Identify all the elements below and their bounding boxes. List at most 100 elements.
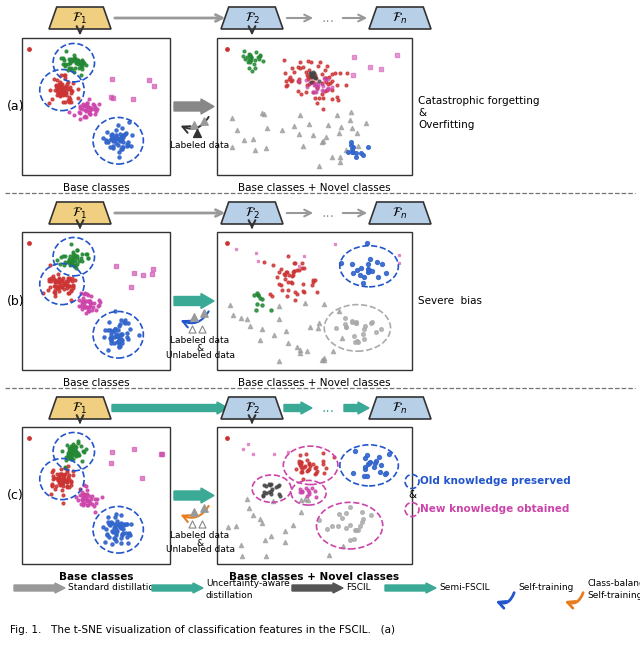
Point [319, 298, 330, 309]
Point [62, 279, 72, 290]
Point [69, 53, 79, 63]
Point [381, 268, 391, 278]
Point [55, 279, 65, 290]
Point [90, 298, 100, 308]
Point [50, 85, 60, 96]
Point [109, 523, 119, 533]
Point [334, 509, 344, 519]
Point [56, 464, 66, 475]
Point [346, 140, 356, 150]
Point [241, 493, 252, 504]
Point [73, 93, 83, 104]
Point [64, 281, 74, 292]
Point [68, 254, 78, 264]
Point [54, 273, 64, 284]
Point [321, 463, 332, 473]
Text: (c): (c) [7, 489, 24, 502]
Point [348, 467, 358, 478]
Point [374, 452, 384, 462]
Point [106, 458, 116, 468]
Point [65, 107, 75, 117]
Point [291, 464, 301, 474]
Point [363, 459, 373, 469]
Point [56, 469, 66, 480]
Bar [22, 38, 170, 175]
Point [116, 510, 127, 520]
Point [64, 450, 74, 460]
Point [310, 275, 321, 285]
Point [118, 130, 129, 140]
Point [122, 139, 132, 149]
Point [76, 288, 86, 298]
Point [326, 521, 337, 531]
Point [81, 288, 92, 299]
Point [253, 290, 263, 300]
Point [84, 306, 95, 316]
Bar [217, 38, 412, 175]
Point [64, 482, 74, 492]
Point [63, 54, 74, 64]
Point [83, 253, 93, 264]
Point [58, 497, 68, 508]
Point [65, 281, 76, 291]
Point [199, 503, 209, 513]
Point [314, 318, 324, 328]
Polygon shape [369, 7, 431, 29]
Point [54, 88, 65, 98]
Point [227, 113, 237, 123]
Point [246, 55, 256, 66]
Point [364, 266, 374, 277]
Point [236, 540, 246, 550]
Point [280, 68, 290, 78]
Point [308, 70, 319, 80]
Point [118, 137, 128, 147]
Point [58, 59, 68, 69]
Polygon shape [49, 397, 111, 419]
Point [115, 135, 125, 146]
Point [364, 266, 374, 277]
Point [349, 445, 360, 456]
Point [91, 497, 101, 508]
Point [56, 477, 66, 488]
Point [350, 525, 360, 536]
Text: Labeled data: Labeled data [170, 141, 230, 150]
Point [273, 481, 283, 492]
Point [81, 112, 91, 122]
Point [57, 446, 67, 456]
Point [54, 473, 64, 483]
Point [108, 136, 118, 146]
Point [117, 123, 127, 133]
Point [61, 451, 71, 462]
Point [84, 490, 94, 501]
Point [312, 323, 323, 333]
Point [46, 275, 56, 286]
Point [102, 127, 112, 137]
Point [90, 506, 100, 517]
Point [227, 142, 237, 152]
Point [309, 463, 319, 473]
Point [308, 67, 318, 77]
Point [55, 79, 65, 90]
Point [109, 512, 120, 522]
Point [52, 469, 62, 479]
Point [75, 484, 85, 494]
Point [287, 267, 298, 277]
Point [323, 79, 333, 89]
Text: Standard distillation: Standard distillation [68, 583, 159, 592]
Point [258, 491, 268, 501]
Point [126, 519, 136, 529]
Point [111, 536, 121, 546]
Point [109, 521, 120, 531]
Point [74, 256, 84, 266]
Point [115, 336, 125, 346]
Point [320, 73, 330, 83]
Point [56, 251, 67, 262]
Point [110, 519, 120, 529]
Point [116, 314, 126, 325]
Point [66, 477, 76, 487]
Point [60, 59, 70, 69]
Point [255, 51, 265, 62]
Point [266, 489, 276, 499]
Point [60, 475, 70, 485]
Point [106, 92, 116, 102]
